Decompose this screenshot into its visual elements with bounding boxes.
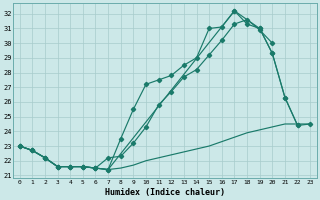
X-axis label: Humidex (Indice chaleur): Humidex (Indice chaleur) [105, 188, 225, 197]
